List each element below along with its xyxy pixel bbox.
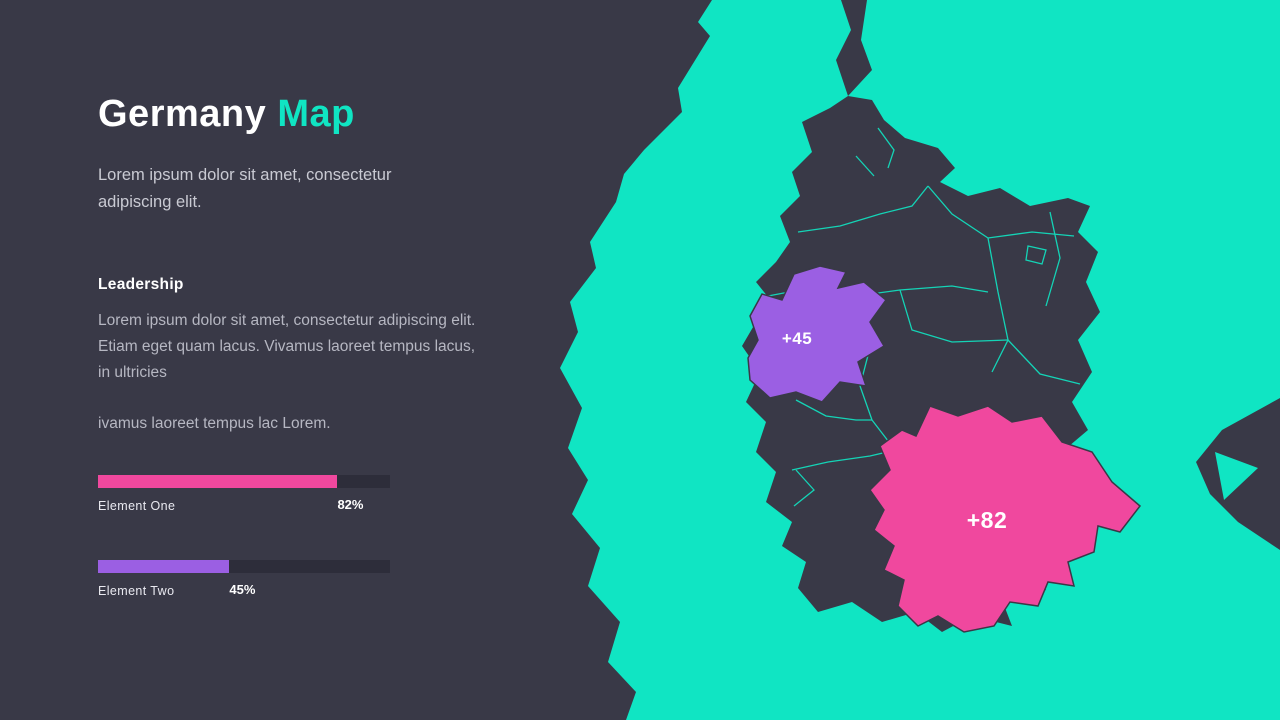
- section-body-secondary: ivamus laoreet tempus lac Lorem.: [98, 414, 331, 432]
- map-east-island: [1215, 452, 1258, 500]
- progress-fill-two: [98, 559, 230, 573]
- progress-percent-two: 45%: [229, 581, 256, 597]
- region-north-rhine-westphalia: [747, 265, 888, 403]
- region-label-bavaria: +82: [967, 507, 1008, 533]
- progress-bars: Element One 82% Element Two 45%: [98, 474, 390, 599]
- progress-labels-two: Element Two 45%: [98, 581, 390, 599]
- region-label-nrw: +45: [782, 329, 812, 348]
- subtitle-text: Lorem ipsum dolor sit amet, consectetur …: [98, 165, 392, 211]
- map-state-borders: [767, 127, 1081, 507]
- map-svg: +45 +82: [560, 0, 1280, 720]
- progress-percent-one: 82%: [337, 496, 364, 512]
- progress-fill-one: [98, 474, 338, 488]
- progress-element-one: Element One 82%: [98, 474, 390, 514]
- section-heading: Leadership: [98, 275, 184, 293]
- progress-labels-one: Element One 82%: [98, 496, 390, 514]
- content-column: Germany Map Lorem ipsum dolor sit amet, …: [98, 93, 528, 599]
- region-bavaria: [869, 405, 1142, 633]
- page-title: Germany Map: [98, 93, 528, 136]
- progress-label-one: Element One: [98, 498, 176, 513]
- germany-map: +45 +82: [560, 0, 1280, 720]
- progress-label-two: Element Two: [98, 583, 175, 598]
- section-body: Lorem ipsum dolor sit amet, consectetur …: [98, 311, 476, 381]
- title-primary: Germany: [98, 93, 267, 135]
- title-accent: Map: [277, 93, 355, 135]
- progress-track-one: [98, 474, 390, 488]
- progress-element-two: Element Two 45%: [98, 559, 390, 599]
- map-north-notch: [836, 0, 872, 96]
- progress-track-two: [98, 559, 390, 573]
